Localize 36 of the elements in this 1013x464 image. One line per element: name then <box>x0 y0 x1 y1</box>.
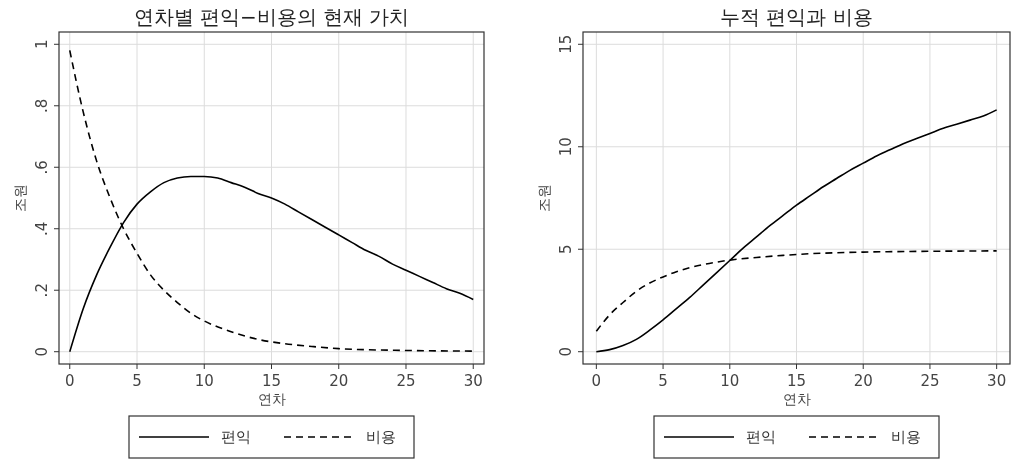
chart-title: 연차별 편익−비용의 현재 가치 <box>133 5 410 29</box>
x-tick-label: 10 <box>720 372 740 390</box>
x-tick-label: 20 <box>329 372 349 390</box>
legend-label: 비용 <box>891 428 921 446</box>
legend-label: 편익 <box>746 428 776 446</box>
x-tick-label: 25 <box>920 372 940 390</box>
legend-label: 비용 <box>366 428 396 446</box>
y-tick-label: 0 <box>33 346 51 357</box>
x-tick-label: 30 <box>987 372 1007 390</box>
x-tick-label: 0 <box>64 372 75 390</box>
chart-title: 누적 편익과 비용 <box>720 5 873 29</box>
y-tick-label: .2 <box>33 283 51 298</box>
y-tick-label: .6 <box>33 160 51 175</box>
x-tick-label: 5 <box>658 372 668 390</box>
line-series <box>68 49 475 352</box>
x-axis-title: 연차 <box>257 391 286 407</box>
y-tick-label: 1 <box>33 39 51 50</box>
y-axis-title: 조원 <box>12 184 28 212</box>
legend-label: 편익 <box>221 428 251 446</box>
line-series <box>595 109 998 353</box>
y-tick-label: 10 <box>557 137 575 157</box>
x-tick-label: 5 <box>132 372 142 390</box>
y-tick-label: 5 <box>557 244 575 255</box>
y-tick-label: .4 <box>33 221 51 236</box>
x-tick-label: 15 <box>261 372 282 390</box>
x-tick-label: 15 <box>786 372 807 390</box>
x-tick-label: 0 <box>591 372 602 390</box>
y-tick-label: .8 <box>33 98 51 113</box>
x-axis-title: 연차 <box>782 391 811 407</box>
x-tick-label: 20 <box>853 372 873 390</box>
y-tick-label: 0 <box>557 346 575 357</box>
x-tick-label: 30 <box>463 372 483 390</box>
x-tick-label: 10 <box>194 372 214 390</box>
y-tick-label: 15 <box>557 34 575 54</box>
x-tick-label: 25 <box>396 372 416 390</box>
y-axis-title: 조원 <box>536 184 552 212</box>
